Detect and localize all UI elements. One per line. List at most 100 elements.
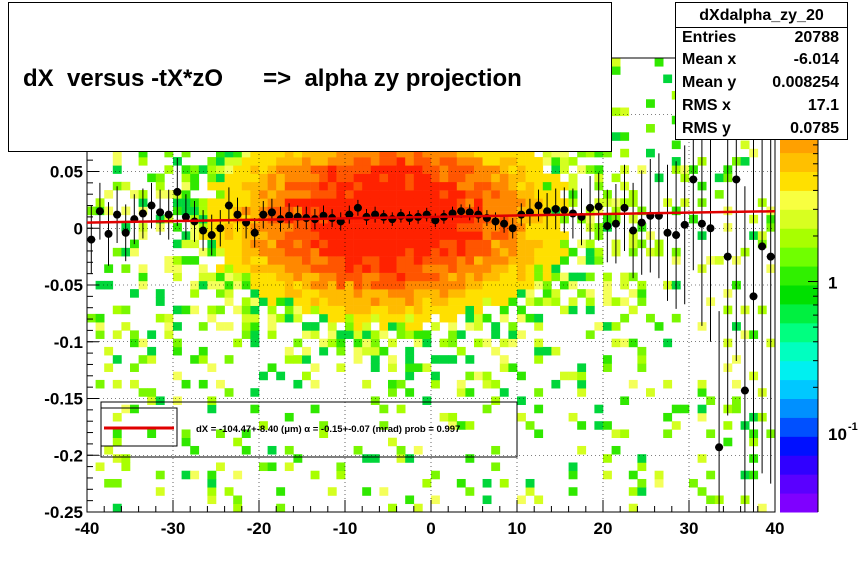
heatmap-cell <box>611 297 621 306</box>
heatmap-cell <box>388 223 397 232</box>
heatmap-cell <box>241 429 251 439</box>
heatmap-cell <box>250 181 260 191</box>
heatmap-cell <box>267 322 277 331</box>
heatmap-cell <box>542 256 552 265</box>
heatmap-cell <box>155 396 165 405</box>
heatmap-cell <box>207 272 217 282</box>
heatmap-cell <box>310 379 320 389</box>
heatmap-cell <box>310 148 320 158</box>
heatmap-cell <box>663 429 673 439</box>
x-tick-label: 0 <box>426 519 435 538</box>
heatmap-cell <box>267 247 277 257</box>
heatmap-cell <box>190 445 200 455</box>
heatmap-cell <box>465 223 475 232</box>
heatmap-cell <box>508 198 518 207</box>
heatmap-cell <box>250 198 260 207</box>
heatmap-cell <box>723 437 733 447</box>
heatmap-cell <box>396 239 406 249</box>
heatmap-cell <box>405 454 415 463</box>
heatmap-cell <box>319 148 329 158</box>
heatmap-cell <box>284 165 294 174</box>
heatmap-cell <box>637 454 647 463</box>
heatmap-cell <box>517 396 526 405</box>
heatmap-cell <box>697 454 707 463</box>
heatmap-cell <box>654 322 664 331</box>
heatmap-cell <box>637 355 647 364</box>
heatmap-cell <box>465 165 475 174</box>
heatmap-cell <box>138 388 148 397</box>
heatmap-cell <box>671 313 681 323</box>
heatmap-cell <box>499 355 509 364</box>
heatmap-cell <box>198 165 208 174</box>
heatmap-cell <box>319 256 329 265</box>
heatmap-cell <box>190 239 200 249</box>
heatmap-cell <box>173 256 182 265</box>
heatmap-cell <box>585 165 595 174</box>
heatmap-cell <box>310 305 320 315</box>
heatmap-cell <box>413 165 423 174</box>
heatmap-cell <box>448 223 458 232</box>
profile-point <box>637 218 646 227</box>
heatmap-cell <box>284 198 294 207</box>
heatmap-cell <box>551 157 561 166</box>
heatmap-cell <box>259 462 268 472</box>
heatmap-cell <box>112 379 122 389</box>
heatmap-cell <box>646 388 655 397</box>
heatmap-cell <box>413 322 423 331</box>
heatmap-cell <box>336 338 346 348</box>
heatmap-cell <box>413 198 423 207</box>
color-scale-segment <box>780 228 818 248</box>
heatmap-cell <box>267 330 277 339</box>
heatmap-cell <box>585 330 595 339</box>
color-scale-tick-label-minor: 10 <box>828 425 847 444</box>
heatmap-cell <box>456 247 466 257</box>
heatmap-cell <box>276 190 286 199</box>
heatmap-cell <box>499 280 509 290</box>
heatmap-cell <box>353 297 363 306</box>
heatmap-cell <box>233 231 243 240</box>
heatmap-cell <box>259 173 268 183</box>
heatmap-cell <box>276 503 286 513</box>
heatmap-cell <box>310 289 320 298</box>
heatmap-cell <box>474 371 483 381</box>
heatmap-cell <box>396 165 406 174</box>
heatmap-cell <box>396 289 406 298</box>
heatmap-cell <box>448 421 458 430</box>
heatmap-cell <box>534 165 544 174</box>
heatmap-cell <box>439 297 449 306</box>
profile-point <box>147 201 156 210</box>
heatmap-cell <box>379 190 389 199</box>
heatmap-cell <box>560 239 569 249</box>
heatmap-cell <box>216 280 225 290</box>
heatmap-cell <box>241 313 251 323</box>
heatmap-cell <box>525 280 535 290</box>
heatmap-cell <box>112 478 122 488</box>
heatmap-cell <box>585 305 595 315</box>
profile-point <box>723 252 732 261</box>
heatmap-cell <box>732 404 741 414</box>
heatmap-cell <box>474 256 483 265</box>
heatmap-cell <box>465 305 475 315</box>
heatmap-cell <box>456 388 466 397</box>
heatmap-cell <box>336 198 346 207</box>
heatmap-cell <box>293 338 303 348</box>
heatmap-cell <box>448 190 458 199</box>
heatmap-cell <box>388 355 397 364</box>
heatmap-cell <box>267 313 277 323</box>
heatmap-cell <box>190 470 200 480</box>
heatmap-cell <box>405 157 415 166</box>
heatmap-cell <box>491 198 501 207</box>
heatmap-cell <box>353 181 363 191</box>
heatmap-cell <box>482 231 492 240</box>
heatmap-cell <box>302 346 311 356</box>
heatmap-cell <box>250 338 260 348</box>
heatmap-cell <box>465 239 475 249</box>
heatmap-cell <box>370 313 380 323</box>
heatmap-cell <box>104 264 114 273</box>
heatmap-cell <box>250 313 260 323</box>
heatmap-cell <box>181 165 191 174</box>
heatmap-cell <box>250 247 260 257</box>
heatmap-cell <box>499 256 509 265</box>
heatmap-cell <box>456 148 466 158</box>
heatmap-cell <box>302 190 311 199</box>
